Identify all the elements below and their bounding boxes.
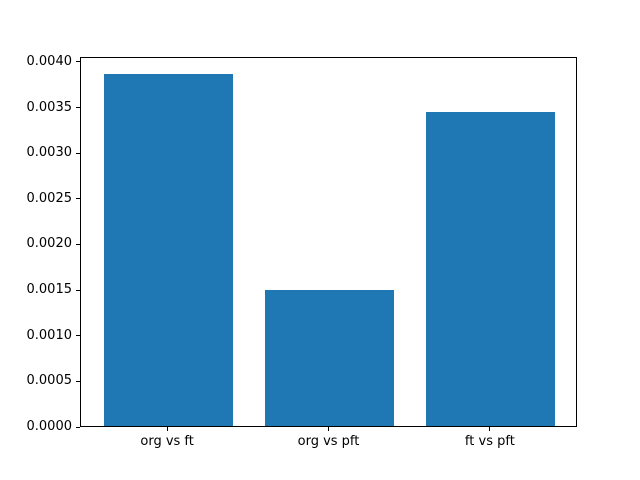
y-tick-label: 0.0040 bbox=[26, 53, 73, 69]
y-tick-mark bbox=[76, 243, 80, 245]
y-tick-mark bbox=[76, 289, 80, 291]
x-tick-mark bbox=[328, 427, 329, 431]
y-tick-label: 0.0035 bbox=[26, 99, 73, 115]
y-tick-label: 0.0005 bbox=[26, 373, 73, 389]
y-tick-mark bbox=[76, 426, 80, 428]
bar-org-vs-pft bbox=[264, 290, 395, 426]
y-tick-label: 0.0015 bbox=[26, 282, 73, 298]
plot-area bbox=[80, 57, 577, 427]
y-tick-label: 0.0020 bbox=[26, 236, 73, 252]
y-tick-label: 0.0000 bbox=[26, 419, 73, 434]
x-tick-label: ft vs pft bbox=[464, 434, 515, 449]
y-tick-mark bbox=[76, 61, 80, 63]
bar-ft-vs-pft bbox=[426, 112, 556, 426]
y-tick-mark bbox=[76, 335, 80, 337]
x-tick-label: org vs pft bbox=[297, 434, 360, 449]
y-tick-label: 0.0030 bbox=[26, 145, 73, 161]
y-tick-label: 0.0010 bbox=[26, 327, 73, 343]
bar-org-vs-ft bbox=[103, 73, 233, 426]
y-tick-mark bbox=[76, 198, 80, 200]
x-tick-mark bbox=[166, 427, 168, 431]
y-tick-label: 0.0025 bbox=[26, 190, 73, 206]
y-tick-mark bbox=[76, 380, 80, 382]
x-tick-mark bbox=[489, 427, 491, 431]
x-tick-label: org vs ft bbox=[140, 434, 194, 449]
y-tick-mark bbox=[76, 152, 80, 154]
y-tick-mark bbox=[76, 107, 80, 109]
